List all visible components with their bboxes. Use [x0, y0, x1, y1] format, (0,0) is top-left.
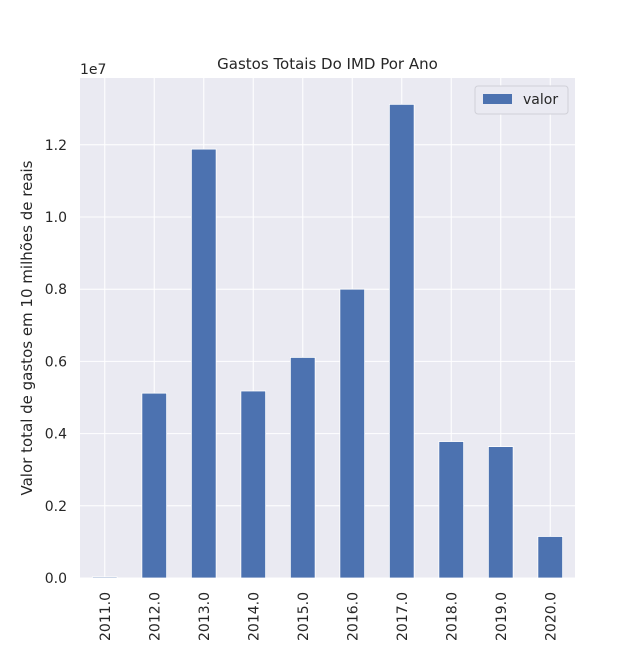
y-tick-label: 1.0 [45, 210, 67, 226]
bar [487, 446, 514, 579]
y-tick-label: 0.0 [45, 571, 67, 587]
x-tick-label: 2012.0 [147, 592, 163, 641]
y-axis-offset-label: 1e7 [80, 62, 106, 78]
bars [91, 103, 564, 579]
y-tick-labels: 0.0 0.2 0.4 0.6 0.8 1.0 1.2 [45, 138, 67, 587]
x-tick-label: 2016.0 [345, 592, 361, 641]
x-tick-label: 2019.0 [494, 592, 510, 641]
x-tick-label: 2011.0 [98, 592, 114, 641]
x-tick-label: 2013.0 [197, 592, 213, 641]
bar [438, 441, 465, 579]
legend-box [474, 85, 569, 115]
bar [339, 288, 366, 579]
bar [289, 357, 316, 579]
y-tick-label: 0.6 [45, 354, 67, 370]
bar [537, 536, 564, 579]
bar [91, 576, 118, 579]
legend-swatch [483, 94, 512, 104]
x-tick-label: 2017.0 [395, 592, 411, 641]
y-tick-label: 0.8 [45, 282, 67, 298]
y-tick-label: 0.4 [45, 427, 67, 443]
bar [190, 148, 217, 579]
y-tick-label: 0.2 [45, 499, 67, 515]
chart-title: Gastos Totais Do IMD Por Ano [217, 55, 438, 73]
bar [240, 390, 267, 579]
legend: valor [474, 85, 569, 115]
x-tick-label: 2015.0 [296, 592, 312, 641]
y-axis-label: Valor total de gastos em 10 milhões de r… [18, 160, 36, 495]
y-tick-label: 1.2 [45, 138, 67, 154]
x-tick-label: 2020.0 [543, 592, 559, 641]
x-tick-labels: 2011.0 2012.0 2013.0 2014.0 2015.0 2016.0 2017… [98, 592, 560, 641]
bar [141, 392, 168, 579]
x-tick-label: 2018.0 [444, 592, 460, 641]
legend-label: valor [523, 92, 558, 108]
x-tick-label: 2014.0 [246, 592, 262, 641]
bar [388, 103, 415, 579]
